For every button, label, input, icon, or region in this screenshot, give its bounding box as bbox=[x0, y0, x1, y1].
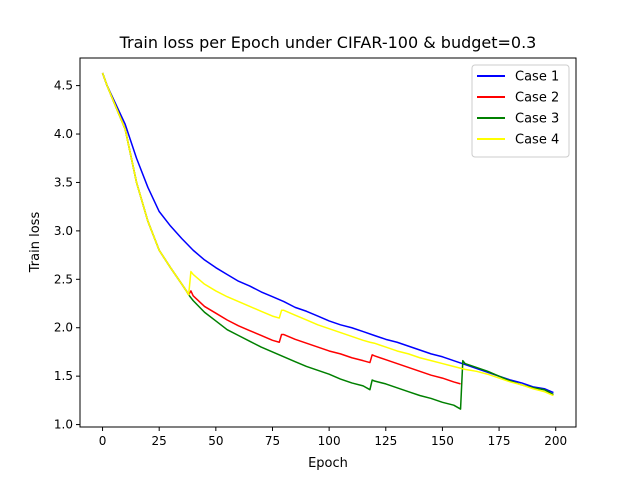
x-tick-label: 25 bbox=[152, 434, 167, 448]
y-tick-label: 3.5 bbox=[54, 175, 73, 189]
legend-label-case-3: Case 3 bbox=[515, 112, 559, 127]
y-tick-label: 2.5 bbox=[54, 272, 73, 286]
x-tick-label: 100 bbox=[318, 434, 341, 448]
series-line-case-4 bbox=[101, 72, 554, 397]
y-tick-label: 3.0 bbox=[54, 224, 73, 238]
x-tick-label: 75 bbox=[265, 434, 280, 448]
x-tick-label: 175 bbox=[488, 434, 511, 448]
y-tick-label: 1.0 bbox=[54, 418, 73, 432]
y-tick-label: 1.5 bbox=[54, 369, 73, 383]
x-tick-label: 150 bbox=[431, 434, 454, 448]
legend-box bbox=[471, 64, 570, 158]
y-tick-label: 4.5 bbox=[54, 79, 73, 93]
plot-frame bbox=[79, 57, 577, 428]
legend-label-case-2: Case 2 bbox=[515, 91, 559, 106]
x-tick-label: 200 bbox=[544, 434, 567, 448]
series-line-case-2 bbox=[101, 72, 461, 385]
series-lines bbox=[101, 72, 554, 410]
y-axis-label: Train loss bbox=[28, 212, 43, 274]
x-tick-label: 0 bbox=[99, 434, 107, 448]
y-tick-label: 2.0 bbox=[54, 321, 73, 335]
x-axis-label: Epoch bbox=[308, 456, 348, 471]
chart-title: Train loss per Epoch under CIFAR-100 & b… bbox=[119, 33, 537, 52]
series-line-case-1 bbox=[101, 72, 554, 394]
legend-label-case-1: Case 1 bbox=[515, 70, 559, 85]
legend: Case 1 Case 2 Case 3 Case 4 bbox=[471, 64, 570, 158]
x-tick-label: 50 bbox=[208, 434, 223, 448]
y-tick-label: 4.0 bbox=[54, 127, 73, 141]
legend-label-case-4: Case 4 bbox=[515, 133, 559, 148]
axes: 0 25 50 75 100 125 150 175 200 1.0 1.5 2.0 2.5 3.0 3.5… bbox=[54, 79, 567, 448]
x-tick-label: 125 bbox=[374, 434, 397, 448]
